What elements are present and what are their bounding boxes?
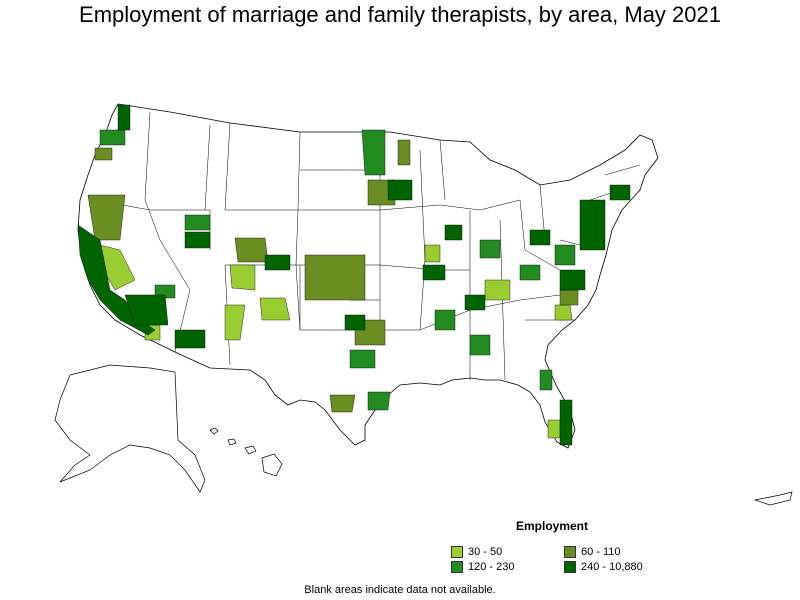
areas-60-110 [87,139,579,413]
legend-item-30-50: 30 - 50 [451,546,502,558]
footnote: Blank areas indicate data not available. [304,584,496,596]
legend-title: Employment [516,519,589,533]
map-title: Employment of marriage and family therap… [79,2,721,27]
legend-label-60-110: 60 - 110 [581,546,621,558]
legend-swatch-60-110 [564,546,576,558]
hawaii-islands [209,427,283,477]
legend-swatch-120-230 [451,561,463,573]
legend-item-120-230: 120 - 230 [451,561,514,573]
areas-120-230 [99,129,576,411]
legend-label-240-10880: 240 - 10,880 [581,561,643,573]
legend-swatch-240-10880 [564,561,576,573]
legend-label-30-50: 30 - 50 [468,546,503,558]
areas-240-10880 [77,104,631,446]
alaska-outline [54,364,206,493]
puerto-rico-outline [753,491,793,506]
legend-item-60-110: 60 - 110 [564,546,621,558]
contiguous-us-outline [77,103,659,449]
legend-label-120-230: 120 - 230 [468,561,515,573]
areas-30-50 [99,244,573,439]
legend-swatch-30-50 [451,546,463,558]
legend-item-240-10880: 240 - 10,880 [564,561,643,573]
